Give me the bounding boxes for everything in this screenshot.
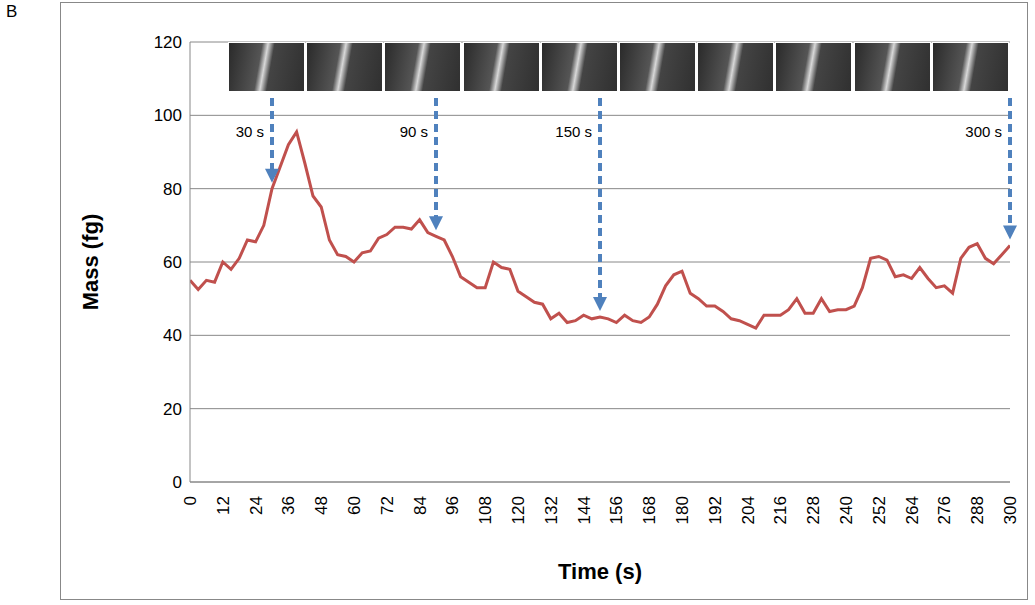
svg-text:144: 144 bbox=[575, 496, 594, 524]
svg-text:20: 20 bbox=[163, 400, 182, 419]
svg-text:276: 276 bbox=[935, 496, 954, 524]
svg-text:300 s: 300 s bbox=[965, 123, 1002, 140]
svg-text:150 s: 150 s bbox=[555, 123, 592, 140]
svg-text:132: 132 bbox=[542, 496, 561, 524]
svg-text:90 s: 90 s bbox=[400, 123, 428, 140]
svg-text:40: 40 bbox=[163, 326, 182, 345]
svg-text:180: 180 bbox=[673, 496, 692, 524]
svg-text:264: 264 bbox=[903, 496, 922, 524]
svg-text:80: 80 bbox=[163, 180, 182, 199]
svg-text:216: 216 bbox=[771, 496, 790, 524]
svg-text:108: 108 bbox=[476, 496, 495, 524]
svg-text:168: 168 bbox=[640, 496, 659, 524]
svg-text:228: 228 bbox=[804, 496, 823, 524]
html-text:B: B bbox=[6, 2, 18, 21]
svg-text:60: 60 bbox=[163, 253, 182, 272]
svg-text:84: 84 bbox=[411, 496, 430, 515]
svg-text:192: 192 bbox=[706, 496, 725, 524]
svg-text:30 s: 30 s bbox=[236, 123, 264, 140]
svg-text:100: 100 bbox=[154, 106, 182, 125]
svg-text:Time (s): Time (s) bbox=[558, 559, 642, 584]
svg-text:0: 0 bbox=[173, 473, 182, 492]
svg-text:240: 240 bbox=[837, 496, 856, 524]
svg-text:120: 120 bbox=[154, 33, 182, 52]
svg-text:60: 60 bbox=[345, 496, 364, 515]
svg-text:0: 0 bbox=[181, 496, 200, 505]
svg-text:300: 300 bbox=[1001, 496, 1020, 524]
svg-text:48: 48 bbox=[312, 496, 331, 515]
svg-text:24: 24 bbox=[247, 496, 266, 515]
svg-text:72: 72 bbox=[378, 496, 397, 515]
svg-text:Mass (fg): Mass (fg) bbox=[78, 214, 103, 311]
svg-text:204: 204 bbox=[739, 496, 758, 524]
svg-text:288: 288 bbox=[968, 496, 987, 524]
svg-text:36: 36 bbox=[279, 496, 298, 515]
svg-text:120: 120 bbox=[509, 496, 528, 524]
svg-text:156: 156 bbox=[607, 496, 626, 524]
svg-text:12: 12 bbox=[214, 496, 233, 515]
svg-text:96: 96 bbox=[443, 496, 462, 515]
svg-text:252: 252 bbox=[870, 496, 889, 524]
